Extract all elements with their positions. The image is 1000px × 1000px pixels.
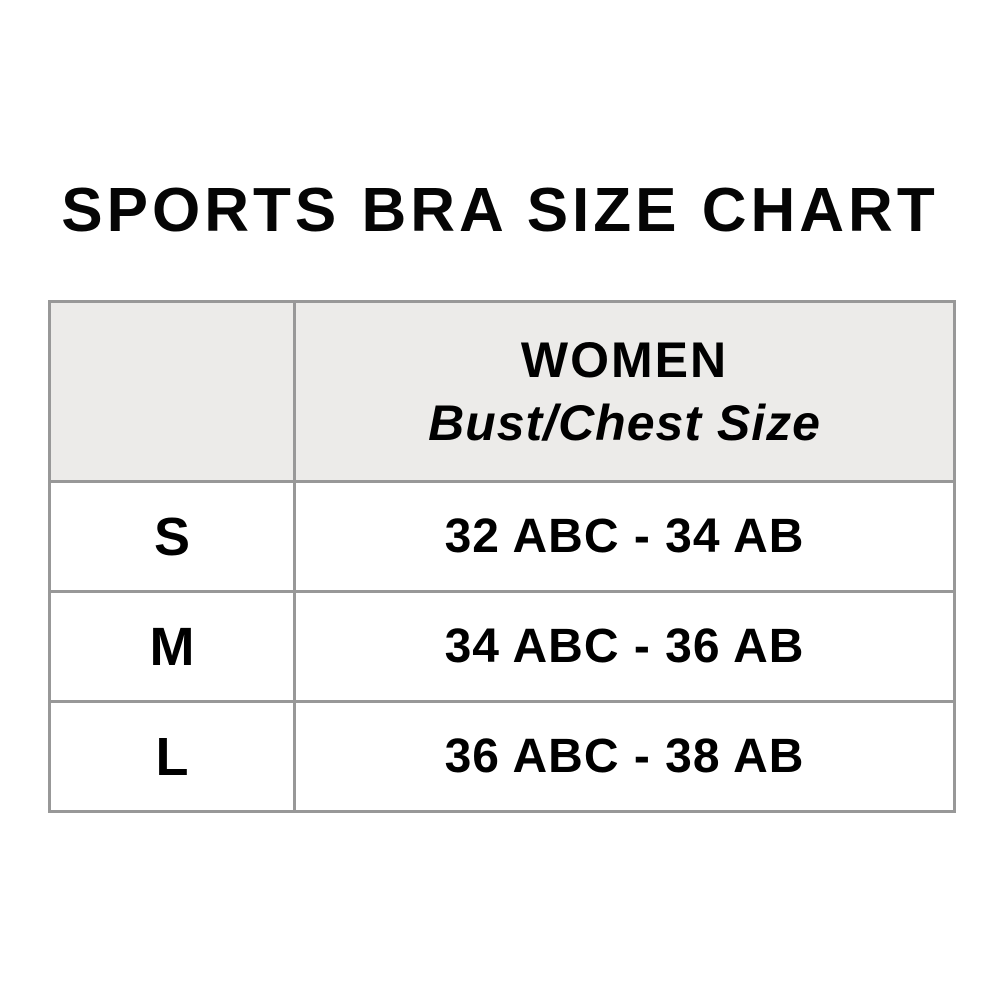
- size-label-l: L: [48, 700, 296, 813]
- size-label-m: M: [48, 590, 296, 703]
- size-chart-table: WOMEN Bust/Chest Size S 32 ABC - 34 AB M…: [48, 300, 956, 813]
- header-corner-cell: [48, 300, 296, 483]
- range-value-s: 32 ABC - 34 AB: [293, 480, 956, 593]
- range-value-l: 36 ABC - 38 AB: [293, 700, 956, 813]
- header-women-cell: WOMEN Bust/Chest Size: [293, 300, 956, 483]
- header-women-label: WOMEN: [520, 332, 729, 388]
- size-label-s: S: [48, 480, 296, 593]
- table-header-row: WOMEN Bust/Chest Size: [48, 300, 956, 483]
- header-bust-chest-label: Bust/Chest Size: [428, 394, 821, 451]
- page-title: SPORTS BRA SIZE CHART: [61, 176, 939, 245]
- range-value-m: 34 ABC - 36 AB: [293, 590, 956, 703]
- table-row: L 36 ABC - 38 AB: [48, 700, 956, 813]
- table-row: S 32 ABC - 34 AB: [48, 480, 956, 593]
- table-row: M 34 ABC - 36 AB: [48, 590, 956, 703]
